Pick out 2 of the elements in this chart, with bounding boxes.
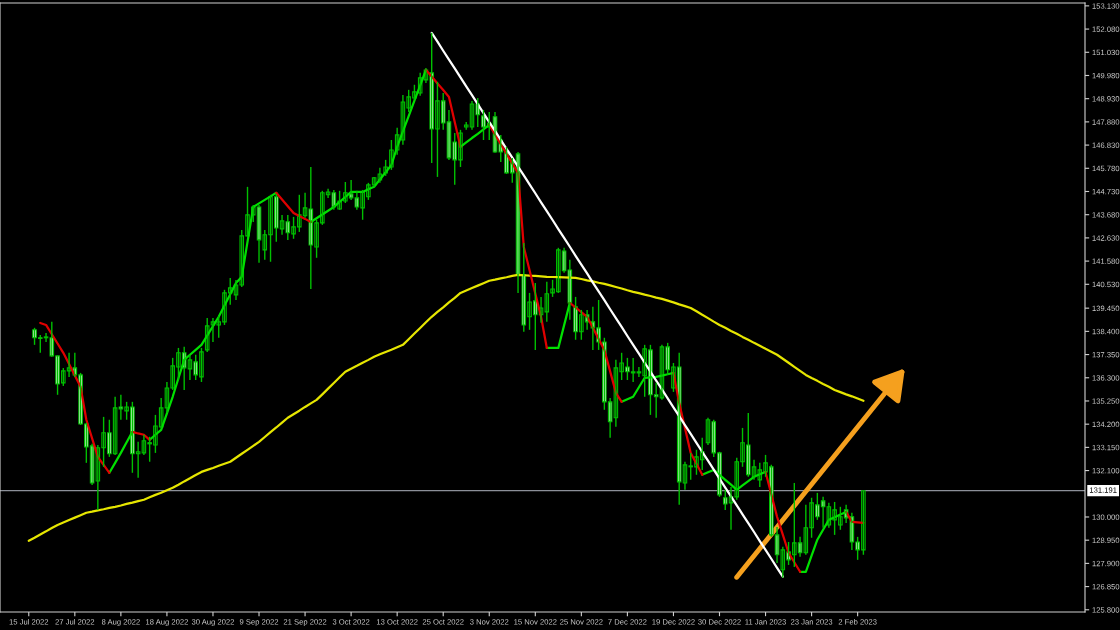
line-series [27,273,865,542]
line-series [430,31,784,578]
